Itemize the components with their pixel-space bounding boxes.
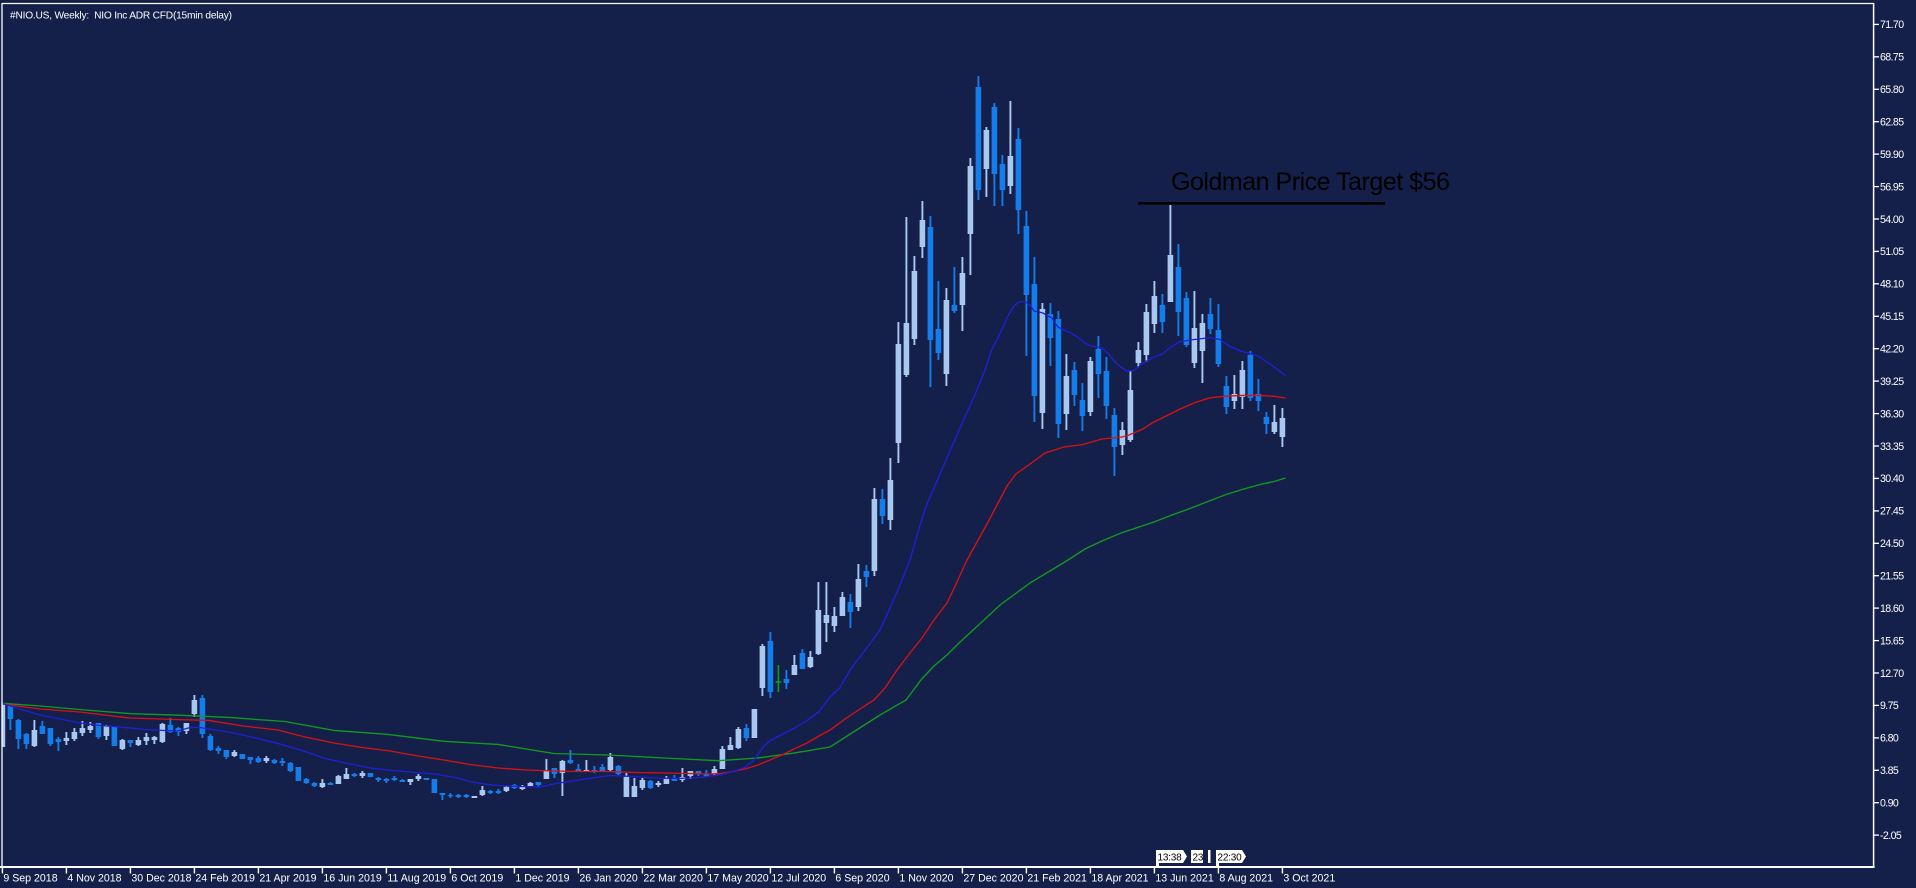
svg-text:48.10: 48.10: [1880, 279, 1904, 291]
svg-text:Goldman Price Target $56: Goldman Price Target $56: [1171, 168, 1449, 196]
svg-text:24.50: 24.50: [1880, 538, 1904, 550]
svg-text:45.15: 45.15: [1880, 311, 1904, 323]
svg-text:54.00: 54.00: [1880, 214, 1904, 226]
svg-text:33.35: 33.35: [1880, 441, 1904, 453]
svg-text:27 Dec 2020: 27 Dec 2020: [963, 873, 1023, 885]
svg-text:30.40: 30.40: [1880, 473, 1904, 485]
svg-text:3.85: 3.85: [1880, 765, 1899, 777]
svg-text:36.30: 36.30: [1880, 408, 1904, 420]
svg-text:22:30: 22:30: [1218, 852, 1243, 863]
svg-text:16 Jun 2019: 16 Jun 2019: [323, 873, 381, 885]
svg-text:24 Feb 2019: 24 Feb 2019: [195, 873, 255, 885]
svg-text:65.80: 65.80: [1880, 84, 1904, 96]
svg-text:71.70: 71.70: [1880, 19, 1904, 31]
svg-text:6 Sep 2020: 6 Sep 2020: [835, 873, 889, 885]
svg-text:6.80: 6.80: [1880, 733, 1899, 745]
svg-text:68.75: 68.75: [1880, 52, 1904, 64]
svg-text:9 Sep 2018: 9 Sep 2018: [3, 873, 57, 885]
svg-text:11 Aug 2019: 11 Aug 2019: [387, 873, 446, 885]
svg-text:0.90: 0.90: [1880, 798, 1899, 810]
svg-text:15.65: 15.65: [1880, 635, 1904, 647]
svg-text:56.95: 56.95: [1880, 181, 1904, 193]
svg-text:18 Apr 2021: 18 Apr 2021: [1091, 873, 1148, 885]
svg-text:8 Aug 2021: 8 Aug 2021: [1219, 873, 1273, 885]
svg-text:62.85: 62.85: [1880, 117, 1904, 129]
svg-text:21 Apr 2019: 21 Apr 2019: [259, 873, 316, 885]
svg-text:17 May 2020: 17 May 2020: [707, 873, 768, 885]
svg-text:39.25: 39.25: [1880, 376, 1904, 388]
svg-text:#NIO.US, Weekly: NIO Inc ADR: #NIO.US, Weekly: NIO Inc ADR CFD(15min d…: [10, 11, 232, 22]
svg-text:13:38: 13:38: [1158, 852, 1183, 863]
svg-text:21.55: 21.55: [1880, 571, 1904, 583]
svg-text:1 Nov 2020: 1 Nov 2020: [899, 873, 953, 885]
svg-text:1 Dec 2019: 1 Dec 2019: [515, 873, 569, 885]
svg-text:3 Oct 2021: 3 Oct 2021: [1283, 873, 1335, 885]
svg-text:-2.05: -2.05: [1880, 830, 1902, 842]
svg-text:51.05: 51.05: [1880, 246, 1904, 258]
svg-text:30 Dec 2018: 30 Dec 2018: [131, 873, 191, 885]
svg-text:21 Feb 2021: 21 Feb 2021: [1027, 873, 1087, 885]
svg-text:12 Jul 2020: 12 Jul 2020: [771, 873, 826, 885]
svg-text:6 Oct 2019: 6 Oct 2019: [451, 873, 503, 885]
svg-text:22 Mar 2020: 22 Mar 2020: [643, 873, 703, 885]
svg-text:9.75: 9.75: [1880, 700, 1899, 712]
svg-text:18.60: 18.60: [1880, 603, 1904, 615]
svg-text:42.20: 42.20: [1880, 344, 1904, 356]
svg-text:26 Jan 2020: 26 Jan 2020: [579, 873, 637, 885]
svg-text:23: 23: [1193, 852, 1204, 863]
svg-text:59.90: 59.90: [1880, 149, 1904, 161]
svg-text:13 Jun 2021: 13 Jun 2021: [1155, 873, 1213, 885]
svg-text:27.45: 27.45: [1880, 506, 1904, 518]
svg-text:4 Nov 2018: 4 Nov 2018: [67, 873, 121, 885]
svg-text:12.70: 12.70: [1880, 668, 1904, 680]
